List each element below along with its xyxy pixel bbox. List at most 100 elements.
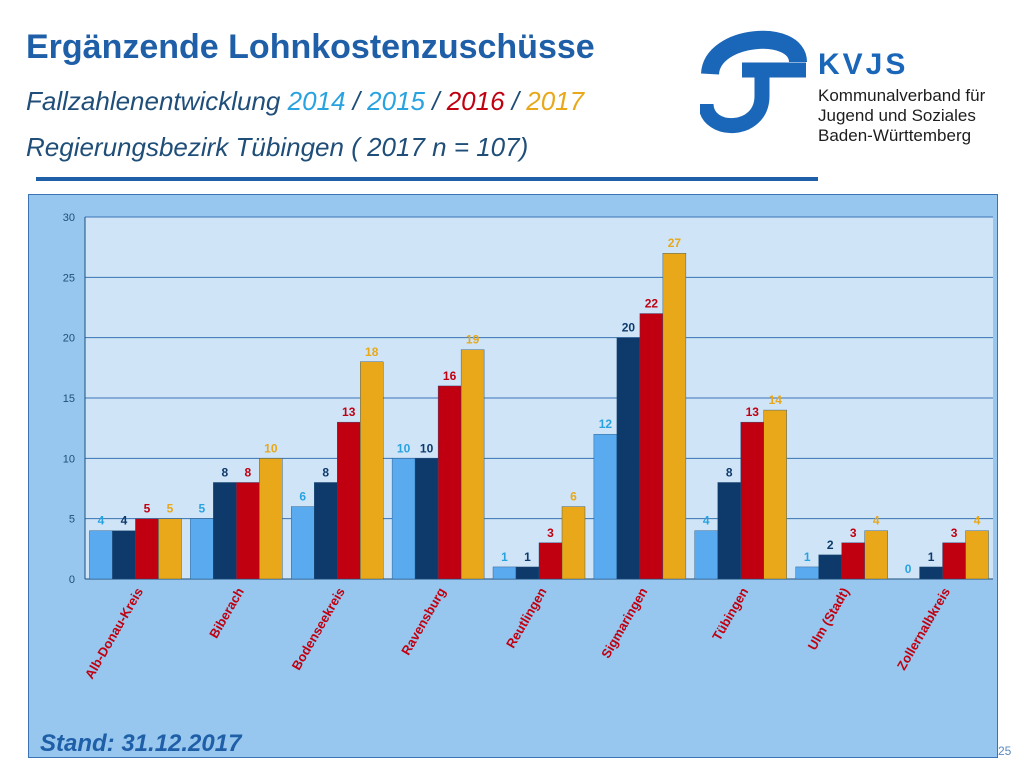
stand-date: Stand: 31.12.2017: [40, 730, 242, 757]
bar-2015: [717, 482, 741, 580]
logo-line: Kommunalverband für: [818, 86, 986, 105]
x-tick-label: Tübingen: [709, 585, 751, 643]
data-label: 4: [873, 514, 880, 528]
bar-2017: [763, 409, 787, 580]
data-label: 5: [198, 502, 205, 516]
bar-2014: [391, 458, 416, 580]
bar-2016: [841, 542, 865, 580]
year-2017: 2017: [526, 86, 585, 116]
data-label: 14: [769, 393, 783, 407]
bar-2017: [662, 253, 687, 580]
bar-2015: [414, 458, 439, 580]
page-number: 25: [998, 744, 1012, 758]
data-label: 4: [121, 514, 128, 528]
data-label: 18: [365, 345, 379, 359]
data-label: 6: [570, 490, 577, 504]
x-tick-label: Sigmaringen: [598, 585, 650, 661]
bar-2015: [919, 566, 943, 580]
x-tick-label: Biberach: [206, 585, 247, 641]
data-label: 16: [443, 369, 457, 383]
kvjs-logo: KVJS Kommunalverband für Jugend und Sozi…: [700, 26, 1000, 146]
x-tick-label: Ravensburg: [398, 585, 449, 658]
x-tick-label: Zollernalbkreis: [894, 585, 953, 673]
y-tick-label: 15: [63, 393, 75, 405]
data-label: 3: [850, 526, 857, 540]
year-separator: /: [432, 86, 440, 116]
bar-2017: [864, 530, 888, 580]
data-label: 1: [804, 550, 811, 564]
bar-2014: [795, 566, 819, 580]
data-label: 2: [827, 538, 834, 552]
data-label: 13: [342, 405, 356, 419]
x-tick-label: Alb-Donau-Kreis: [82, 585, 146, 681]
bar-2014: [190, 518, 214, 580]
data-label: 1: [928, 550, 935, 564]
data-label: 8: [726, 465, 733, 479]
bar-2015: [112, 530, 136, 580]
data-label: 8: [221, 465, 228, 479]
year-2014: 2014: [287, 86, 346, 116]
bar-2016: [135, 518, 159, 580]
data-label: 5: [144, 502, 151, 516]
header-divider: [36, 177, 818, 181]
logo-line: Jugend und Soziales: [818, 106, 976, 125]
year-2015: 2015: [367, 86, 425, 116]
year-separator: /: [352, 86, 360, 116]
x-tick-label: Bodenseekreis: [289, 585, 348, 673]
data-label: 5: [167, 502, 174, 516]
data-label: 6: [299, 490, 306, 504]
data-label: 10: [420, 441, 434, 455]
region-line: Regierungsbezirk Tübingen ( 2017 n = 107…: [26, 132, 529, 162]
bar-2017: [158, 518, 182, 580]
bar-2014: [291, 506, 315, 580]
data-label: 10: [397, 441, 411, 455]
data-label: 19: [466, 333, 480, 347]
bar-2015: [818, 554, 842, 580]
bar-2017: [360, 361, 384, 580]
bar-2017: [460, 349, 485, 580]
year-separator: /: [511, 86, 520, 116]
bar-2016: [740, 421, 764, 580]
data-label: 22: [645, 297, 659, 311]
data-label: 4: [974, 514, 981, 528]
data-label: 4: [703, 514, 710, 528]
data-label: 4: [98, 514, 105, 528]
logo-name: KVJS: [818, 48, 909, 81]
bar-2015: [616, 337, 641, 580]
bar-2014: [694, 530, 718, 580]
bar-2014: [593, 433, 618, 580]
data-label: 1: [501, 550, 508, 564]
data-label: 8: [244, 465, 251, 479]
data-label: 13: [746, 405, 760, 419]
bar-2017: [561, 506, 586, 580]
y-tick-label: 20: [63, 333, 75, 345]
data-label: 0: [905, 562, 912, 576]
bar-2016: [538, 542, 563, 580]
chart-panel: 0 5 10 15 20 25 30 4 4 5 5 Alb-Donau-Kreis 5 8 8 10 Bibe…: [28, 194, 998, 758]
bar-2017: [259, 458, 283, 580]
year-2016: 2016: [446, 86, 505, 116]
bar-2017: [965, 530, 989, 580]
data-label: 8: [322, 465, 329, 479]
bar-2015: [314, 482, 338, 580]
data-label: 12: [599, 417, 613, 431]
bar-2015: [213, 482, 237, 580]
data-label: 1: [524, 550, 531, 564]
y-tick-label: 0: [69, 574, 75, 586]
data-label: 20: [622, 321, 636, 335]
bar-2016: [639, 313, 664, 580]
y-tick-label: 25: [63, 272, 75, 284]
page-title: Ergänzende Lohnkostenzuschüsse: [26, 28, 595, 66]
subtitle-prefix: Fallzahlenentwicklung: [26, 86, 281, 116]
y-tick-label: 5: [69, 514, 75, 526]
data-label: 3: [951, 526, 958, 540]
kvjs-logo-mark: [700, 30, 807, 133]
bar-2016: [942, 542, 966, 580]
bar-2014: [89, 530, 113, 580]
bar-2016: [337, 421, 361, 580]
bar-2014: [492, 566, 517, 580]
x-tick-label: Reutlingen: [503, 585, 550, 651]
y-tick-label: 30: [63, 212, 75, 224]
subtitle: Fallzahlenentwicklung 2014 / 2015 / 2016…: [26, 86, 584, 117]
